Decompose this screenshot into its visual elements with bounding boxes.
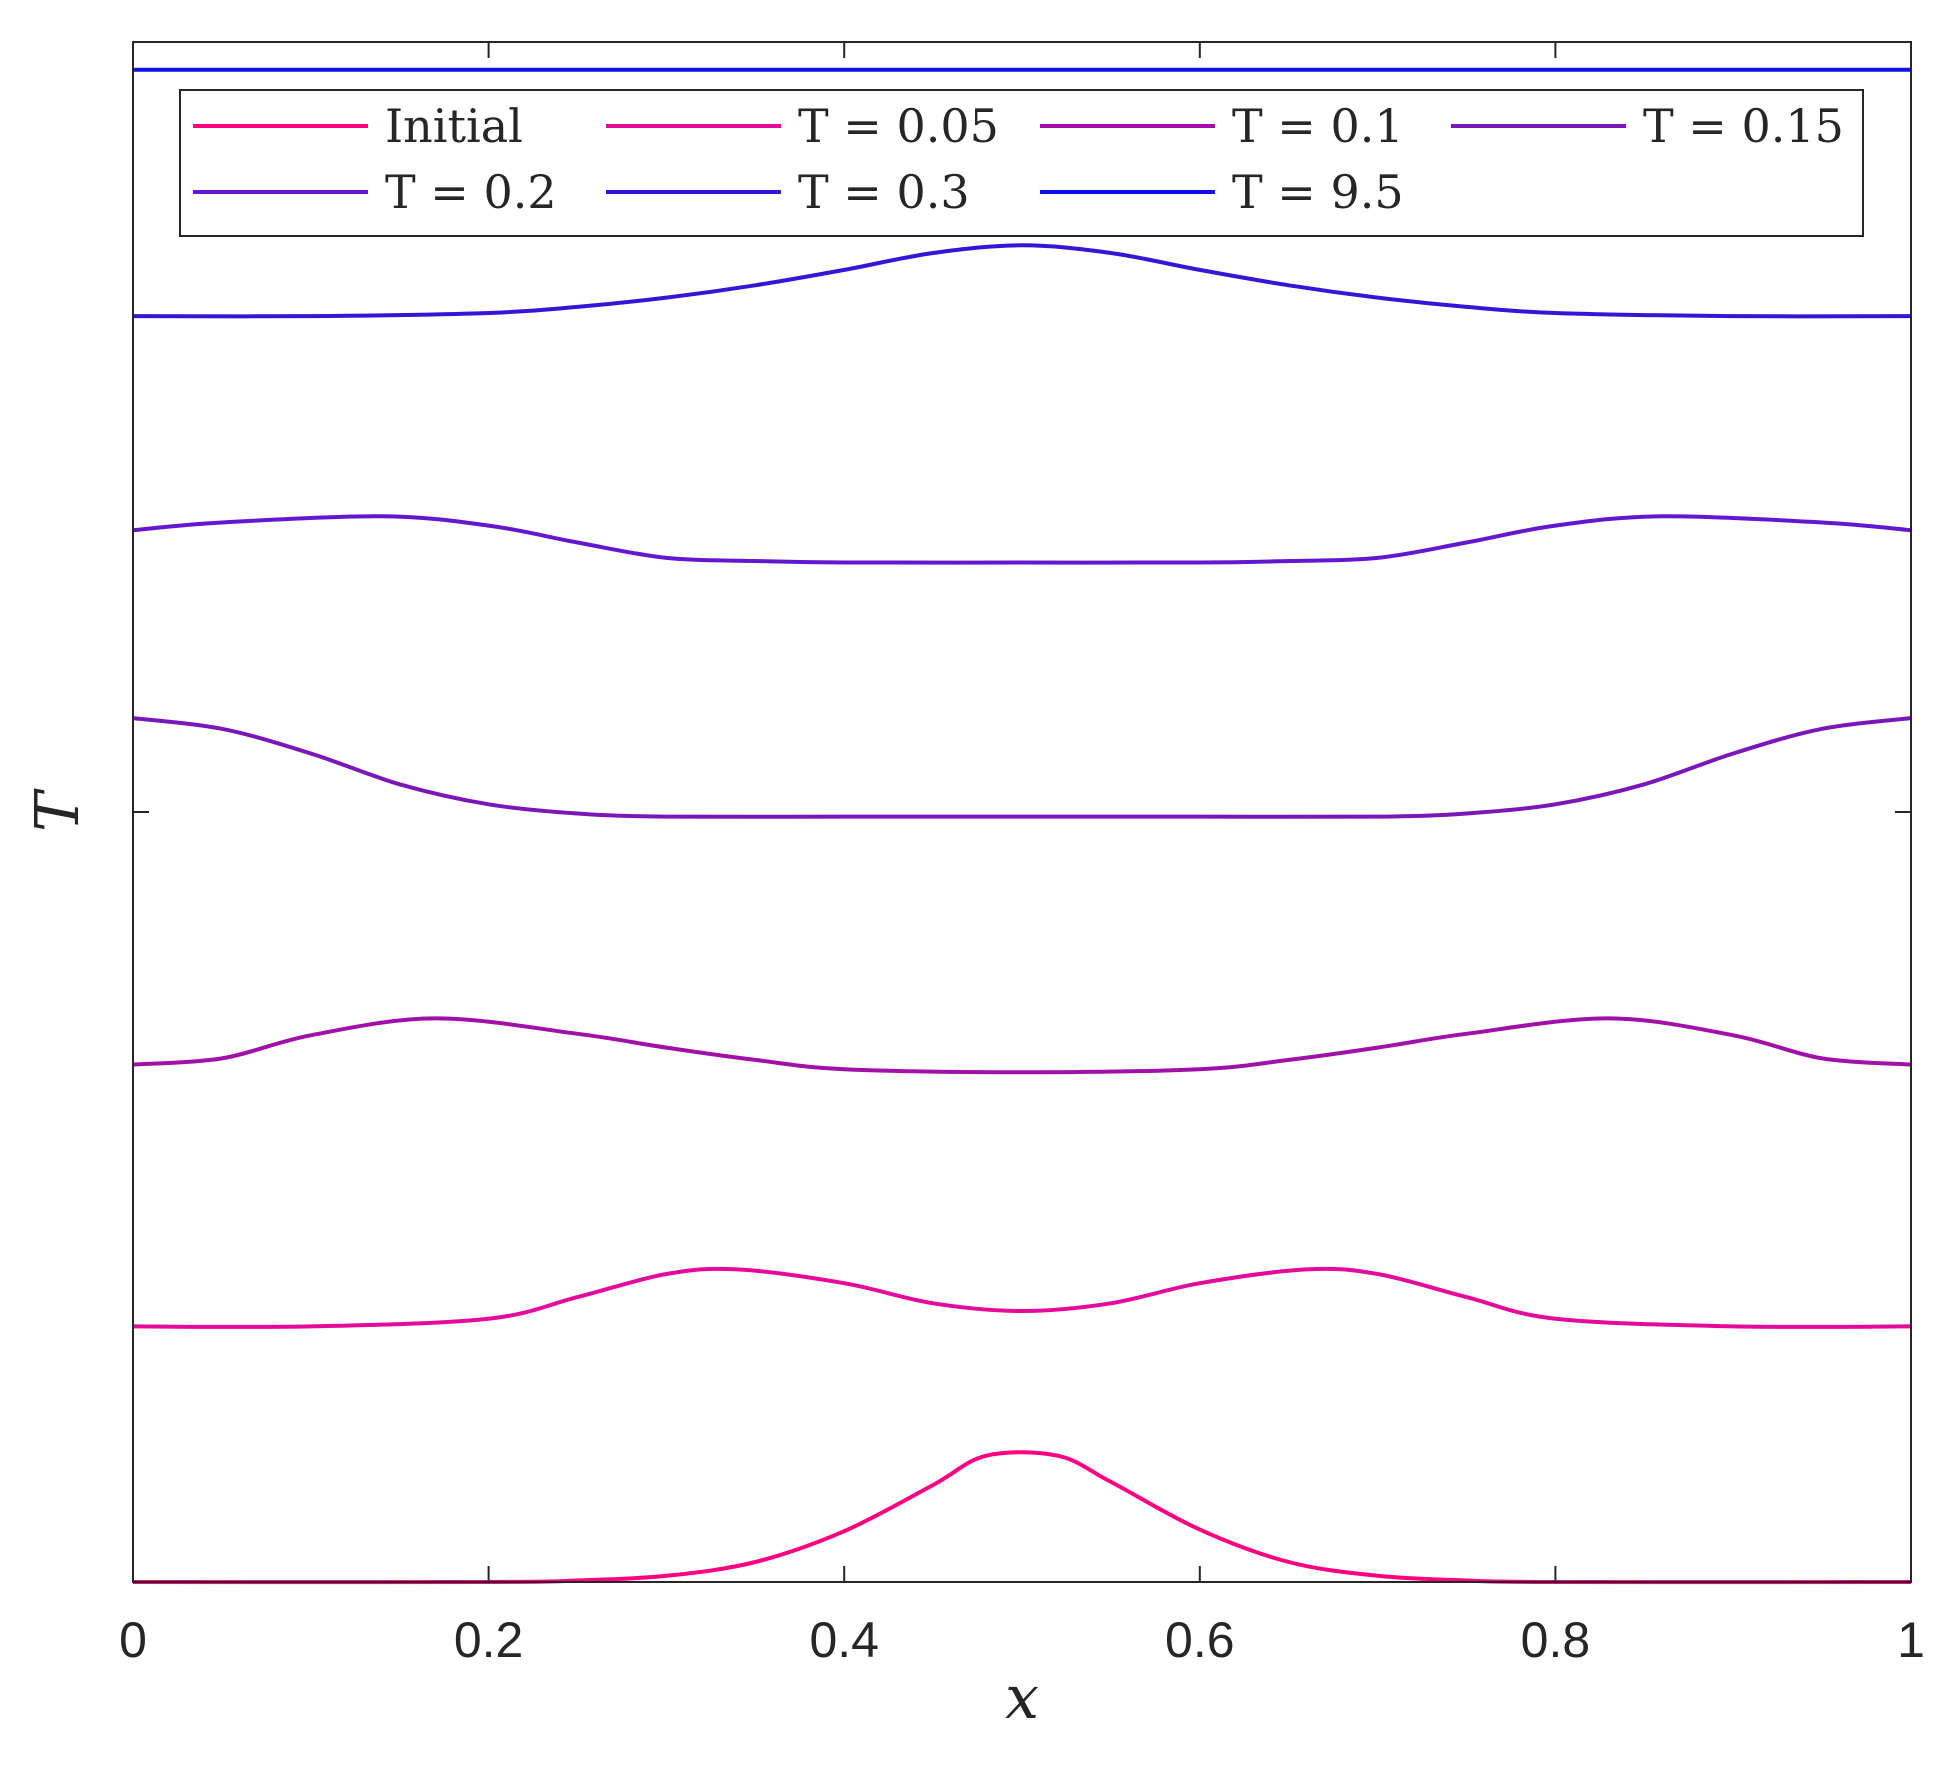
x-tick-label: 0.6 [1165,1612,1235,1668]
y-axis-title: T [23,788,93,832]
series-line-1 [132,1266,1912,1329]
x-tick-label: 1 [1897,1612,1925,1668]
x-tick-label: 0.2 [454,1612,524,1668]
tick-layer: 0 0.2 0.4 0.6 0.8 1 [119,42,1925,1668]
legend-label-2: T = 0.1 [1232,99,1404,153]
series-line-2 [132,1016,1912,1075]
x-tick-label: 0.8 [1521,1612,1591,1668]
series-layer [132,67,1912,1585]
series-line-5 [132,243,1912,319]
x-tick-label: 0 [119,1612,147,1668]
legend-label-0: Initial [385,99,523,153]
legend-label-6: T = 9.5 [1232,165,1404,219]
x-tick-label: 0.4 [809,1612,879,1668]
legend-label-4: T = 0.2 [385,165,557,219]
axes-box [132,41,1912,1583]
series-line-3 [132,716,1912,819]
series-line-4 [132,514,1912,565]
legend-label-5: T = 0.3 [798,165,970,219]
legend-label-1: T = 0.05 [798,99,999,153]
x-axis-title: x [1005,1663,1039,1733]
legend-label-3: T = 0.15 [1643,99,1844,153]
legend: Initial T = 0.05 T = 0.1 T = 0.15 T = 0.2 T =… [179,89,1864,237]
legend-box [179,89,1864,237]
series-line-0 [132,1450,1912,1585]
